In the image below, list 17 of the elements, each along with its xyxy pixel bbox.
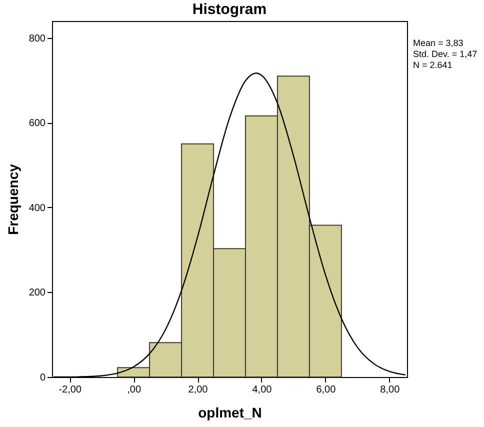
text: Mean = 3,83: [413, 38, 464, 48]
x-tick-label: 4,00: [252, 384, 272, 396]
x-tick-label: 8,00: [380, 384, 400, 396]
text: N = 2.641: [413, 60, 452, 70]
y-tick-label: 0: [40, 372, 46, 384]
x-axis-title: oplmet_N: [198, 404, 262, 420]
y-tick-label: 400: [28, 202, 46, 214]
x-tick-label: 2,00: [188, 384, 208, 396]
text: Std. Dev. = 1,47: [413, 49, 478, 59]
x-tick-label: 6,00: [316, 384, 336, 396]
y-tick-label: 200: [28, 288, 46, 299]
x-tick-label: -2,00: [58, 384, 82, 396]
y-tick-label: 800: [28, 33, 46, 44]
y-axis-title: Frequency: [4, 164, 21, 235]
chart-title: Histogram: [192, 1, 267, 18]
x-tick-label: ,00: [127, 384, 142, 396]
y-tick-label: 600: [28, 118, 46, 130]
